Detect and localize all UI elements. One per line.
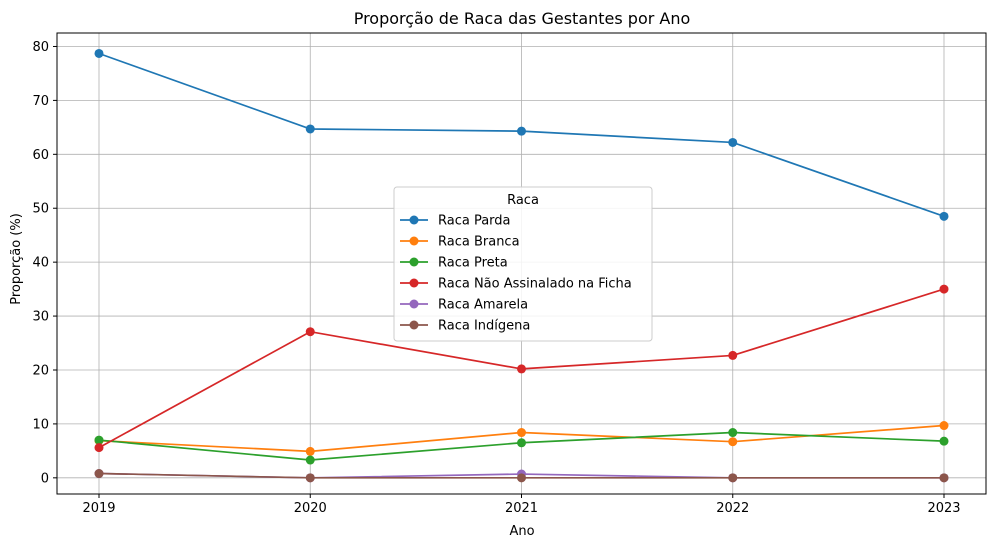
- x-tick-label: 2022: [716, 501, 749, 516]
- legend-box: [393, 186, 653, 342]
- legend-item: Raca Não Assinalado na Ficha: [400, 277, 632, 292]
- data-point: [517, 126, 526, 136]
- legend-item: Raca Parda: [400, 214, 511, 229]
- data-point: [517, 438, 526, 448]
- y-tick-label: 30: [32, 310, 49, 325]
- data-point: [305, 327, 315, 337]
- legend-label: Raca Não Assinalado na Ficha: [438, 277, 632, 292]
- data-point: [517, 428, 526, 438]
- x-tick-label: 2021: [505, 501, 538, 516]
- data-point: [939, 473, 949, 483]
- x-tick-label: 2023: [927, 501, 960, 516]
- data-point: [728, 437, 738, 447]
- y-tick-label: 40: [32, 256, 49, 271]
- y-tick-label: 50: [32, 202, 49, 217]
- data-point: [305, 455, 315, 465]
- y-tick-label: 20: [32, 363, 49, 378]
- data-point: [939, 284, 949, 294]
- legend-marker: [409, 278, 419, 288]
- legend-item: Raca Branca: [400, 235, 520, 250]
- data-point: [305, 473, 315, 483]
- ticks: 2019 2020 2021 2022 2023 0 10 20 30 40 50 60 70 80: [32, 40, 960, 516]
- data-point: [94, 48, 104, 58]
- chart-title: Proporção de Raca das Gestantes por Ano: [354, 9, 691, 28]
- legend-label: Raca Preta: [438, 256, 508, 271]
- y-axis-label: Proporção (%): [9, 213, 24, 305]
- data-point: [939, 436, 949, 446]
- data-point: [94, 443, 104, 453]
- data-point: [517, 473, 526, 483]
- legend-marker: [409, 215, 419, 225]
- data-point: [939, 211, 949, 221]
- legend-title: Raca: [507, 193, 539, 208]
- y-tick-label: 0: [41, 471, 49, 486]
- legend-marker: [409, 236, 419, 246]
- data-point: [94, 469, 104, 479]
- data-point: [939, 421, 949, 431]
- legend-label: Raca Amarela: [438, 298, 528, 313]
- series-0: [94, 48, 949, 221]
- y-tick-label: 70: [32, 94, 49, 109]
- x-axis-label: Ano: [509, 524, 534, 539]
- data-point: [728, 473, 738, 483]
- legend-label: Raca Parda: [438, 214, 511, 229]
- x-tick-label: 2019: [82, 501, 115, 516]
- data-point: [728, 137, 738, 147]
- data-point: [728, 428, 738, 438]
- y-tick-label: 80: [32, 40, 49, 55]
- legend-item: Raca Indígena: [400, 319, 530, 334]
- legend-marker: [409, 257, 419, 267]
- legend-label: Raca Indígena: [438, 319, 530, 334]
- legend-marker: [409, 299, 419, 309]
- y-tick-label: 60: [32, 148, 49, 163]
- data-point: [517, 364, 526, 374]
- legend-item: Raca Amarela: [400, 298, 528, 313]
- data-point: [728, 350, 738, 360]
- y-tick-label: 10: [32, 417, 49, 432]
- series-5: [94, 469, 949, 483]
- data-point: [94, 435, 104, 445]
- series-2: [94, 428, 949, 465]
- legend-label: Raca Branca: [438, 235, 520, 250]
- x-tick-label: 2020: [294, 501, 327, 516]
- legend: Raca Raca Parda Raca Branca Raca Preta Raca …: [393, 186, 653, 342]
- series-3: [94, 284, 949, 453]
- data-point: [305, 446, 315, 456]
- legend-item: Raca Preta: [400, 256, 508, 271]
- legend-marker: [409, 320, 419, 330]
- series-layer: [94, 48, 949, 483]
- data-point: [305, 124, 315, 134]
